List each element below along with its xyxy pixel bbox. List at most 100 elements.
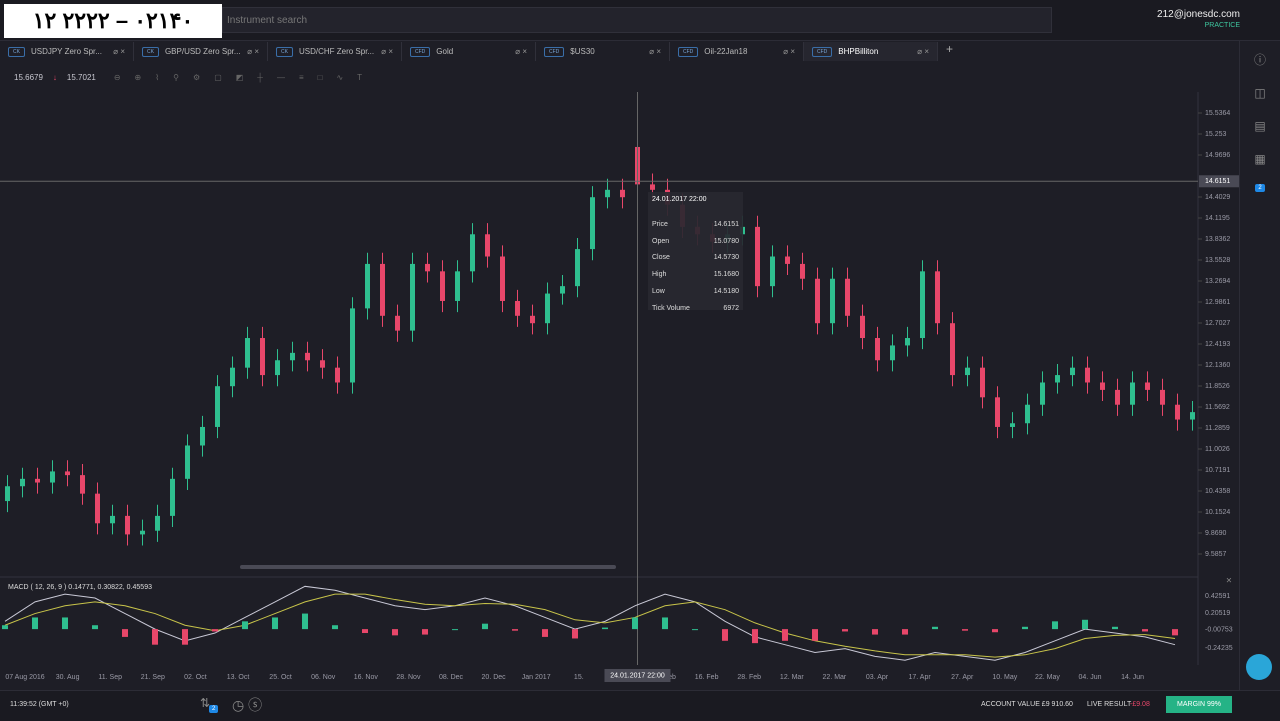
candle-body xyxy=(575,249,580,287)
y-tick-label: 11.2859 xyxy=(1205,425,1230,432)
candle-body xyxy=(95,493,100,524)
crosshair-price-box xyxy=(1199,175,1239,188)
histogram-bar xyxy=(1112,626,1118,630)
clock: 11:39:52 (GMT +0) xyxy=(10,701,69,708)
tab-close[interactable]: ⌀ × xyxy=(649,47,661,56)
margin-button[interactable]: MARGIN 99% xyxy=(1166,696,1232,713)
x-tick-label: 14. Jun xyxy=(1121,674,1144,681)
orders-icon[interactable]: ⇅ xyxy=(200,696,211,710)
y-tick-label: 11.8526 xyxy=(1205,383,1230,390)
x-tick-label: 04. Jun xyxy=(1079,674,1102,681)
tooltip-label: Price xyxy=(652,220,668,228)
candle-body xyxy=(605,189,610,198)
candle-body xyxy=(560,286,565,294)
candle-body xyxy=(365,263,370,309)
histogram-bar xyxy=(92,625,98,630)
candle-body xyxy=(5,486,10,502)
histogram-bar xyxy=(962,629,968,631)
x-tick-label: 28. Feb xyxy=(737,674,761,681)
tab-close[interactable]: ⌀ × xyxy=(113,47,125,56)
tab[interactable]: CK USD/CHF Zero Spr... ⌀ × xyxy=(268,42,402,61)
tool-icons[interactable]: ⊖⊕⌇⚲⚙▢◩┼—≡□∿T xyxy=(113,72,377,82)
x-tick-label: 08. Dec xyxy=(439,674,464,681)
candle-body xyxy=(755,226,760,287)
histogram-bar xyxy=(122,629,128,637)
candle-body xyxy=(425,263,430,272)
tab-close[interactable]: ⌀ × xyxy=(381,47,393,56)
histogram-bar xyxy=(632,617,638,630)
candle-body xyxy=(455,271,460,301)
y-tick-label: 12.7027 xyxy=(1205,320,1230,327)
tab-close[interactable]: ⌀ × xyxy=(247,47,259,56)
tab[interactable]: CFD BHPBilliton ⌀ × xyxy=(804,42,938,61)
candle-body xyxy=(770,256,775,287)
candle-body xyxy=(980,367,985,398)
candle-body xyxy=(800,263,805,279)
candle-body xyxy=(125,515,130,535)
candle-body xyxy=(230,367,235,387)
tab-name: USD/CHF Zero Spr... xyxy=(298,47,375,56)
y-tick-label: 10.1524 xyxy=(1205,509,1230,516)
candle-body xyxy=(260,338,265,376)
tab[interactable]: CFD $US30 ⌀ × xyxy=(536,42,670,61)
tab[interactable]: CK USDJPY Zero Spr... ⌀ × xyxy=(0,42,134,61)
sidebar-icons[interactable]: ⓘ ◫ ▤ ▦ xyxy=(1253,53,1266,166)
histogram-bar xyxy=(842,629,848,632)
candle-body xyxy=(650,184,655,190)
tab[interactable]: CFD Oil-22Jan18 ⌀ × xyxy=(670,42,804,61)
histogram-bar xyxy=(2,625,8,630)
chat-button[interactable] xyxy=(1246,654,1272,680)
histogram-bar xyxy=(452,629,458,631)
tab[interactable]: CFD Gold ⌀ × xyxy=(402,42,536,61)
tab-close[interactable]: ⌀ × xyxy=(783,47,795,56)
y-tick-label: 15.5364 xyxy=(1205,110,1230,117)
histogram-bar xyxy=(242,621,248,630)
x-tick-label: 22. May xyxy=(1035,674,1060,681)
histogram-bar xyxy=(182,629,188,645)
candle-body xyxy=(350,308,355,383)
candle-body xyxy=(1070,367,1075,376)
y2-tick-label: -0.00753 xyxy=(1205,627,1233,634)
search[interactable]: Instrument search xyxy=(222,7,1052,33)
tab-close[interactable]: ⌀ × xyxy=(917,47,929,56)
tooltip-label: Low xyxy=(652,288,665,296)
search-placeholder: Instrument search xyxy=(227,15,308,26)
y2-tick-label: -0.24235 xyxy=(1205,645,1233,652)
orders-badge: 2 xyxy=(209,705,219,713)
add-tab[interactable]: + xyxy=(946,42,954,56)
histogram-bar xyxy=(752,629,758,644)
tab-strip: CK USDJPY Zero Spr... ⌀ × CK GBP/USD Zero Sp… xyxy=(0,42,953,61)
tab-name: BHPBilliton xyxy=(838,47,879,56)
y-tick-label: 14.9696 xyxy=(1205,152,1230,159)
histogram-bar xyxy=(872,629,878,635)
tooltip-value: 14.5180 xyxy=(713,288,739,296)
candle-body xyxy=(35,478,40,483)
candle-body xyxy=(950,323,955,376)
user-email[interactable]: 212@jonesdc.com xyxy=(1157,9,1240,20)
x-tick-label: 15. xyxy=(574,674,584,681)
histogram-bar xyxy=(692,629,698,631)
tab-tag: CFD xyxy=(410,46,431,57)
x-tick-label: 11. Sep xyxy=(98,674,122,681)
tooltip: 24.01.2017 22:00 Price 14.6151 Open 15.0780… xyxy=(648,192,743,312)
candle-body xyxy=(515,300,520,316)
account-value: ACCOUNT VALUE £9 910.60 xyxy=(981,701,1073,708)
candle-body xyxy=(890,345,895,361)
bid-price: 15.6679 xyxy=(14,72,43,82)
x-tick-label: Jan 2017 xyxy=(522,674,551,681)
tab[interactable]: CK GBP/USD Zero Spr... ⌀ × xyxy=(134,42,268,61)
candle-body xyxy=(590,197,595,250)
histogram-bar xyxy=(422,629,428,635)
history-icon[interactable]: ◷ ⓢ xyxy=(232,697,263,713)
x-tick-label: 30. Aug xyxy=(56,674,80,681)
tab-close[interactable]: ⌀ × xyxy=(515,47,527,56)
histogram-bar xyxy=(812,629,818,641)
y2-tick-label: 0.20519 xyxy=(1205,610,1230,617)
right-sidebar: ⓘ ◫ ▤ ▦ 2 xyxy=(1239,40,1280,690)
tab-name: Oil-22Jan18 xyxy=(704,47,748,56)
indicator-line xyxy=(4,593,1176,658)
candle-body xyxy=(485,234,490,257)
histogram-bar xyxy=(392,629,398,636)
x-tick-label: 10. May xyxy=(992,674,1017,681)
